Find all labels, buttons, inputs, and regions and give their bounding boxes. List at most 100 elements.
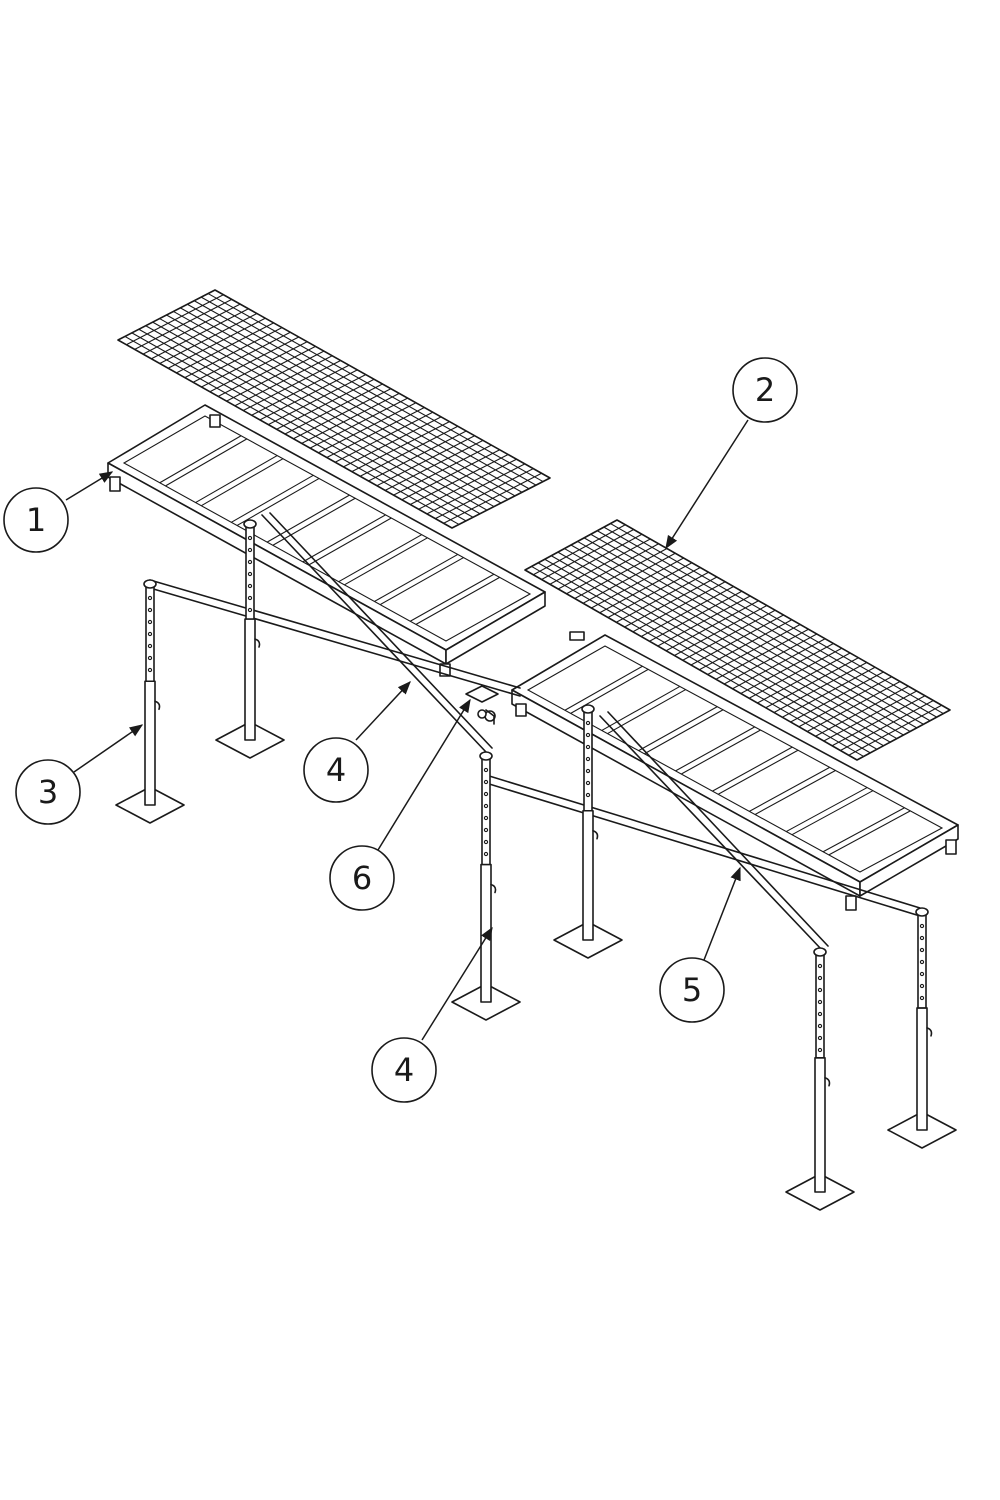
frame-rung xyxy=(409,573,495,622)
callout-6: 6 xyxy=(329,698,471,911)
grating-crossbar xyxy=(773,662,868,713)
grating-crossbar xyxy=(409,454,509,505)
grating-crossbar xyxy=(176,322,274,374)
grating-crossbar xyxy=(665,600,759,652)
frame-rung xyxy=(195,455,278,504)
grating-crossbar xyxy=(599,562,693,614)
grating-crossbar xyxy=(782,666,876,718)
grating-crossbar xyxy=(765,657,859,709)
grating-crossbar xyxy=(624,576,718,628)
grating-crossbar xyxy=(368,430,467,482)
callout-5: 5 xyxy=(659,866,741,1023)
grating-crossbar xyxy=(748,647,843,699)
grating-crossbar xyxy=(607,567,701,618)
grating-crossbar xyxy=(616,571,709,623)
grating-crossbar xyxy=(309,397,408,449)
frame-rung-edge xyxy=(828,810,911,856)
frame-rung-edge xyxy=(791,790,874,836)
support-post xyxy=(451,751,521,1021)
grating-crossbar xyxy=(674,605,768,656)
frame-rung xyxy=(638,706,718,752)
frame-rung-edge xyxy=(380,556,465,605)
frame-b xyxy=(511,631,959,911)
grating-crossbar xyxy=(574,548,668,599)
support-posts xyxy=(115,519,957,1211)
frame-rung xyxy=(601,685,681,731)
callout-1: 1 xyxy=(3,471,114,553)
callout-4a-label: 4 xyxy=(326,751,346,789)
grating-crossbar xyxy=(840,700,934,751)
grating-crossbar xyxy=(640,586,734,637)
grating-crossbar xyxy=(334,411,434,463)
grating-crossbar xyxy=(284,383,383,435)
grating-crossbar xyxy=(276,378,375,430)
grating-crossbar xyxy=(192,331,291,383)
grating-crossbar xyxy=(401,449,501,501)
frame-rung-edge xyxy=(415,576,501,625)
grating-crossbar xyxy=(359,425,459,477)
frame-a xyxy=(107,404,546,677)
frame-rung xyxy=(712,746,793,792)
callout-4b: 4 xyxy=(371,926,493,1103)
grating-panel-a xyxy=(117,289,551,529)
frame-rung xyxy=(564,665,643,711)
grating-crossbar xyxy=(376,435,475,487)
grating-crossbar xyxy=(541,529,634,580)
grating-crossbar xyxy=(690,614,784,666)
grating-crossbar xyxy=(582,552,676,604)
grating-crossbar xyxy=(815,685,909,737)
support-post xyxy=(553,704,623,959)
grating-crossbar xyxy=(657,595,751,647)
connector-bracket xyxy=(465,685,499,725)
grating-crossbar xyxy=(251,364,350,416)
grating-crossbar xyxy=(134,298,233,350)
frame-rung-edge xyxy=(165,438,248,487)
grating-crossbar xyxy=(201,336,300,388)
grating-crossbar xyxy=(723,633,818,685)
grating-crossbar xyxy=(557,538,651,590)
grating-crossbar xyxy=(451,477,551,529)
grating-crossbar xyxy=(268,374,367,426)
callout-4a: 4 xyxy=(303,681,411,803)
frame-rung xyxy=(675,726,756,772)
frame-rung-edge xyxy=(644,709,724,755)
grating-crossbar xyxy=(682,609,776,661)
grating-crossbar xyxy=(549,533,643,585)
grating-crossbar xyxy=(117,289,216,341)
grating-crossbar xyxy=(151,308,249,360)
grating-crossbar xyxy=(142,303,241,355)
callout-4b-label: 4 xyxy=(394,1051,414,1089)
grating-crossbar xyxy=(806,681,901,732)
grating-crossbar xyxy=(242,360,341,411)
frame-rung xyxy=(374,553,459,602)
frame-rung-edge xyxy=(344,537,428,586)
grating-crossbar xyxy=(591,557,684,609)
grating-crossbar xyxy=(159,313,258,364)
frame-rung-edge xyxy=(308,517,392,566)
grating-panel-b xyxy=(524,519,951,761)
callout-6-label: 6 xyxy=(352,859,372,897)
grating-crossbar xyxy=(533,524,626,576)
support-post xyxy=(887,907,957,1149)
frame-rung xyxy=(749,766,830,812)
grating-crossbar xyxy=(418,458,517,510)
frame-rung-edge xyxy=(272,497,356,546)
grating-crossbar xyxy=(318,402,417,454)
cross-braces xyxy=(149,512,921,951)
grating-crossbar xyxy=(217,345,316,397)
grating-crossbar xyxy=(707,624,801,675)
frame-rung-edge xyxy=(718,749,799,795)
grating-crossbar xyxy=(823,690,917,742)
frame-rung xyxy=(822,807,905,853)
grating-crossbar xyxy=(393,444,492,496)
grating-crossbar xyxy=(184,327,283,379)
grating-crossbar xyxy=(343,416,442,468)
callout-5-label: 5 xyxy=(682,971,702,1009)
grating-crossbar xyxy=(566,543,659,595)
frame-rung-edge xyxy=(201,458,284,507)
grating-crossbar xyxy=(831,695,926,747)
grating-crossbar xyxy=(856,709,951,761)
grating-crossbar xyxy=(632,581,726,633)
